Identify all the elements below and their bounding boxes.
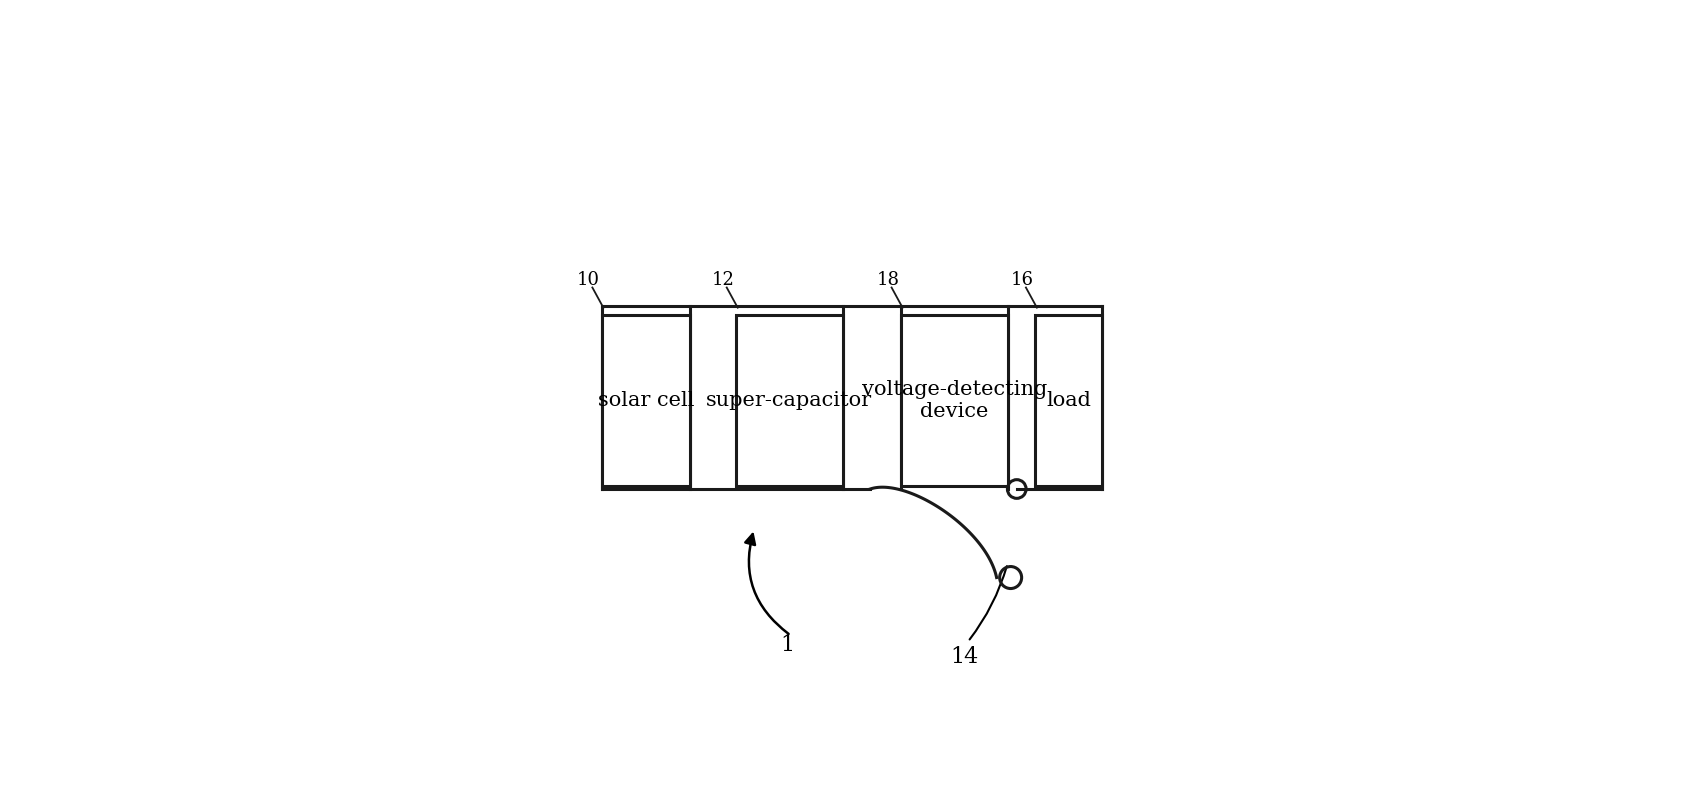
Text: voltage-detecting
device: voltage-detecting device bbox=[861, 380, 1047, 421]
Text: solar cell: solar cell bbox=[597, 391, 694, 410]
Text: 14: 14 bbox=[951, 646, 980, 668]
Text: 10: 10 bbox=[577, 270, 601, 289]
Text: 18: 18 bbox=[876, 270, 900, 289]
Text: load: load bbox=[1046, 391, 1091, 410]
Bar bbox=[736, 315, 843, 486]
Text: 1: 1 bbox=[780, 634, 795, 656]
Bar bbox=[1036, 315, 1101, 486]
Text: 16: 16 bbox=[1010, 270, 1034, 289]
Text: 12: 12 bbox=[712, 270, 734, 289]
Bar bbox=[900, 315, 1008, 486]
Bar bbox=[602, 315, 690, 486]
Text: super-capacitor: super-capacitor bbox=[706, 391, 873, 410]
